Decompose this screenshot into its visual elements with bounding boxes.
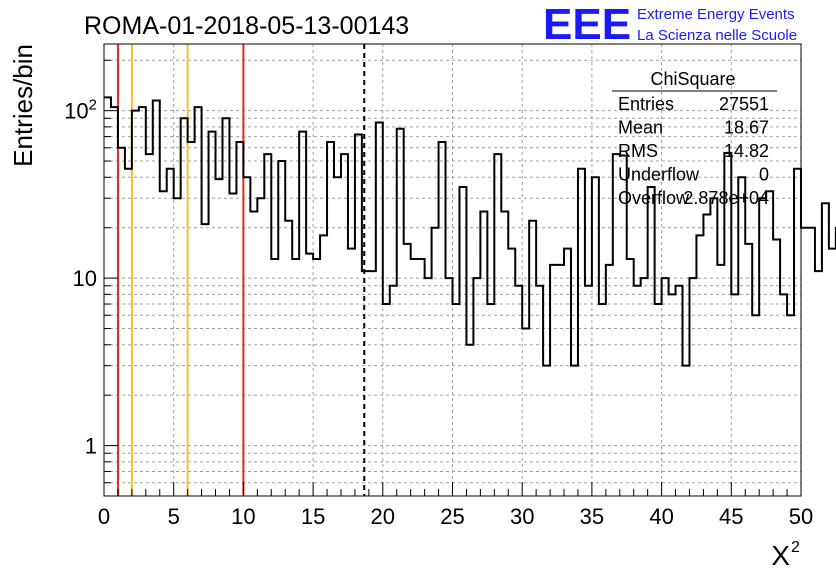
x-tick-label: 30 xyxy=(510,504,534,529)
x-tick-label: 45 xyxy=(719,504,743,529)
marker-layer xyxy=(116,44,366,496)
y-axis-label: Entries/bin xyxy=(8,44,38,167)
x-tick-label: 10 xyxy=(231,504,255,529)
stats-row-label: Underflow xyxy=(618,165,700,185)
x-tick-label: 25 xyxy=(440,504,464,529)
stats-row-value: 27551 xyxy=(719,94,769,114)
y-tick-label: 102 xyxy=(64,97,97,124)
stats-rows: Entries 27551 Mean 18.67 RMS 14.82 Underflow 0 O… xyxy=(618,94,769,208)
x-axis-label-superscript: 2 xyxy=(791,539,800,556)
grid-layer xyxy=(104,44,801,497)
x-tick-label: 35 xyxy=(580,504,604,529)
stats-row-value: 2.878e+04 xyxy=(683,188,769,208)
x-tick-label: 5 xyxy=(168,504,180,529)
stats-row-value: 18.67 xyxy=(724,118,769,138)
eee-logo: EEE Extreme Energy Events La Scienza nel… xyxy=(543,0,797,49)
chart-title: ROMA-01-2018-05-13-00143 xyxy=(84,12,409,40)
stats-row-label: Mean xyxy=(618,118,663,138)
stats-row-label: Entries xyxy=(618,94,674,114)
tick-layer: 0 5 10 15 20 25 30 35 40 45 50 1 10 102 xyxy=(64,59,813,529)
x-tick-label: 40 xyxy=(649,504,673,529)
x-tick-label: 20 xyxy=(371,504,395,529)
histogram-series xyxy=(104,96,836,367)
stats-box-title: ChiSquare xyxy=(650,69,735,89)
stats-row-value: 0 xyxy=(759,165,769,185)
y-tick-label: 10 xyxy=(73,266,97,291)
stats-row-label: RMS xyxy=(618,141,658,161)
y-tick-label: 1 xyxy=(85,434,97,459)
eee-logo-line1: Extreme Energy Events xyxy=(637,6,795,23)
x-tick-label: 0 xyxy=(98,504,110,529)
eee-logo-line2: La Scienza nelle Scuole xyxy=(637,27,797,44)
stats-row-value: 14.82 xyxy=(724,141,769,161)
eee-logo-mark: EEE xyxy=(543,0,631,49)
x-tick-label: 50 xyxy=(789,504,813,529)
stats-row-label: Overflow xyxy=(618,188,690,208)
x-axis-label: X xyxy=(771,540,790,571)
stats-box: ChiSquare Entries 27551 Mean 18.67 RMS 14.82 U… xyxy=(612,69,777,208)
x-tick-label: 15 xyxy=(301,504,325,529)
